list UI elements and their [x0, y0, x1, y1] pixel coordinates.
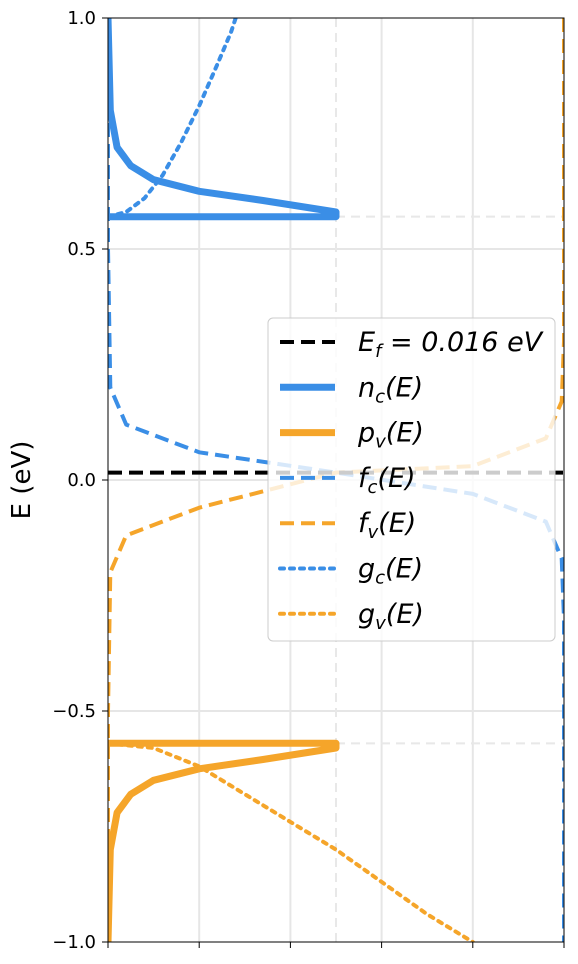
- legend-label-1: nc(E): [358, 372, 423, 407]
- series-g-v-e: [108, 741, 475, 942]
- legend-label-3: fc(E): [358, 463, 416, 498]
- series-f-c-e: [108, 18, 564, 942]
- y-tick-label-3: 0.5: [67, 239, 96, 260]
- series-g-c-e: [108, 18, 238, 219]
- series-p-v-e: [108, 739, 340, 942]
- legend-label-5: gc(E): [358, 554, 423, 589]
- y-tick-label-1: −0.5: [52, 701, 96, 722]
- reference-lines: [335, 18, 564, 942]
- legend-label-0: Ef = 0.016 eV: [358, 327, 545, 362]
- series-n-c-e: [108, 18, 340, 221]
- y-tick-label-0: −1.0: [52, 932, 96, 953]
- legend-label-4: fv(E): [358, 508, 416, 543]
- y-axis-label: E (eV): [7, 441, 37, 520]
- legend-label-6: gv(E): [358, 599, 424, 634]
- legend-label-2: pv(E): [357, 418, 424, 453]
- axis-ticks: −1.0 −0.5 0.0 0.5 1.0: [52, 8, 565, 953]
- legend-box: [267, 317, 556, 642]
- y-tick-label-2: 0.0: [67, 470, 96, 491]
- y-tick-label-4: 1.0: [67, 8, 96, 29]
- legend: Ef = 0.016 eV nc(E) pv(E) fc(E) fv(E) gc(E) gv…: [267, 317, 556, 642]
